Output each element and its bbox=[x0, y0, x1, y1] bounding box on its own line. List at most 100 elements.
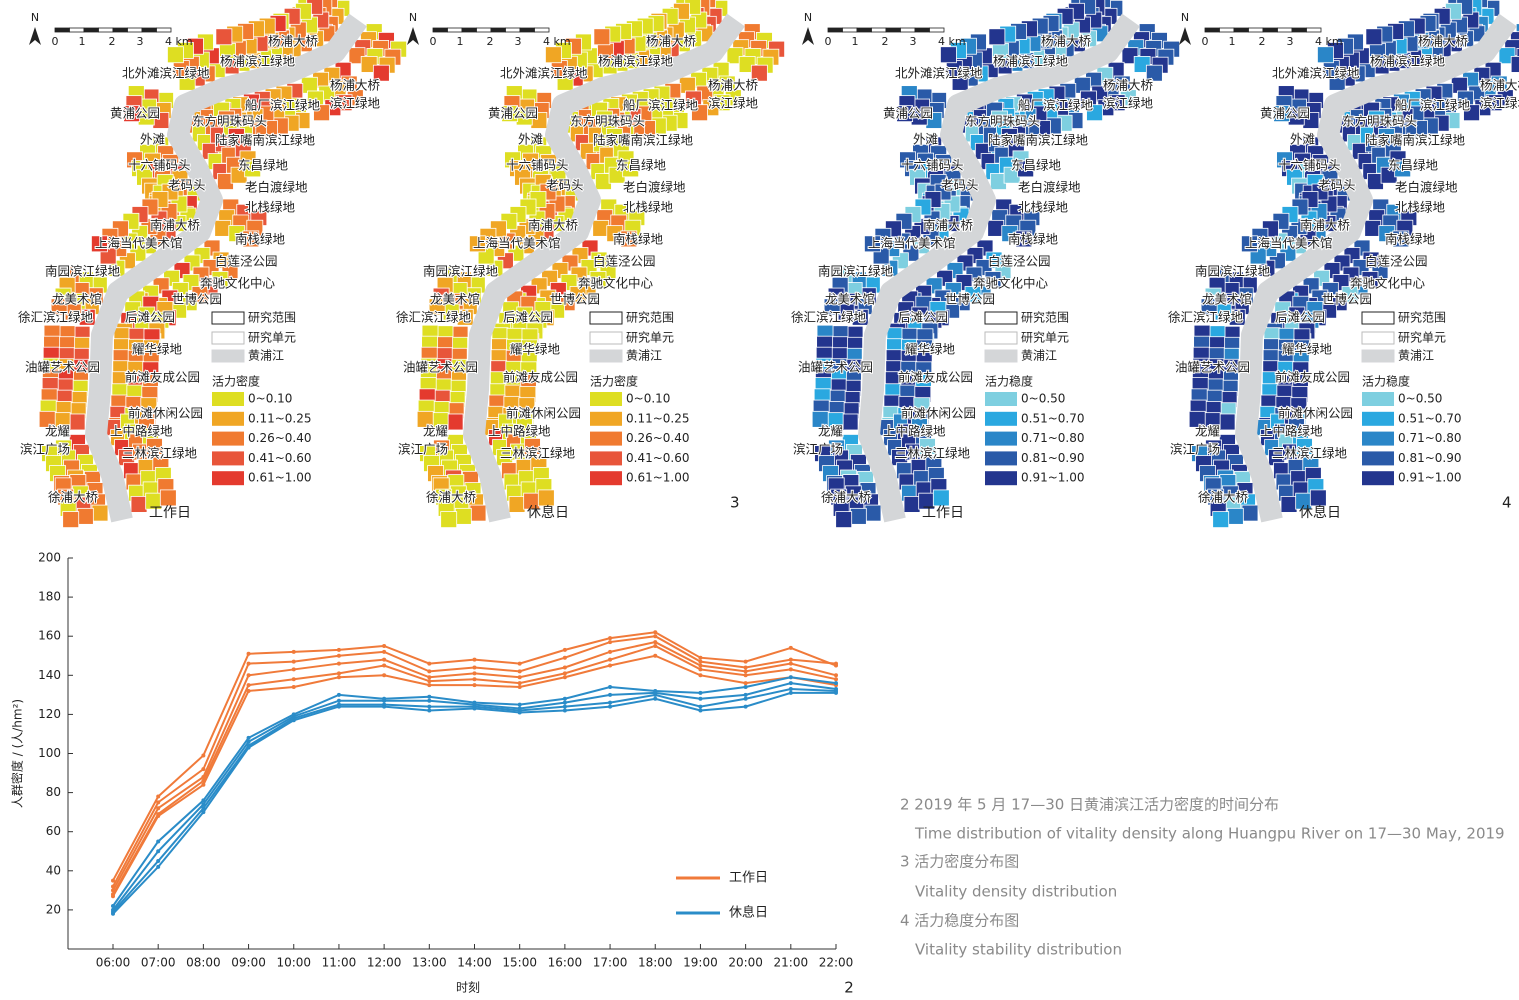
point bbox=[337, 699, 341, 703]
north-label: N bbox=[1181, 11, 1189, 24]
point bbox=[518, 662, 522, 666]
place-label: 老白渡绿地 bbox=[1018, 180, 1081, 195]
legend-swatch bbox=[590, 432, 622, 446]
place-label: 前滩友成公园 bbox=[125, 370, 200, 385]
point bbox=[744, 705, 748, 709]
north-arrow bbox=[1179, 27, 1191, 45]
scale-bar bbox=[433, 28, 448, 32]
place-label: 前滩友成公园 bbox=[1275, 370, 1350, 385]
scale-label: 2 bbox=[487, 35, 494, 48]
legend-swatch bbox=[985, 312, 1017, 324]
legend-swatch bbox=[1362, 312, 1394, 324]
legend-label: 研究范围 bbox=[248, 310, 296, 325]
point bbox=[608, 640, 612, 644]
place-label: 杨浦大桥 bbox=[330, 78, 381, 93]
place-label: 徐浦大桥 bbox=[426, 490, 477, 505]
map-cell bbox=[131, 496, 147, 512]
place-label: 徐汇滨江绿地 bbox=[1168, 310, 1244, 325]
place-label: 南栈绿地 bbox=[613, 232, 664, 247]
point bbox=[518, 675, 522, 679]
legend-swatch bbox=[590, 350, 622, 362]
place-label: 奔驰文化中心 bbox=[973, 276, 1049, 291]
place-label: 奔驰文化中心 bbox=[1350, 276, 1426, 291]
place-label: 十六铺码头 bbox=[901, 158, 964, 173]
point bbox=[653, 640, 657, 644]
place-label: 徐浦大桥 bbox=[1198, 490, 1249, 505]
place-label: 滨江绿地 bbox=[1480, 96, 1519, 111]
place-label: 老白渡绿地 bbox=[623, 180, 686, 195]
place-label: 前滩友成公园 bbox=[503, 370, 578, 385]
place-label: 上海当代美术馆 bbox=[1245, 236, 1333, 251]
x-tick-label: 12:00 bbox=[367, 956, 402, 970]
legend-label: 0.51~0.70 bbox=[1398, 411, 1462, 425]
place-label: 三林滨江绿地 bbox=[122, 446, 198, 461]
place-label: 前滩休闲公园 bbox=[506, 406, 581, 421]
place-label: 油罐艺术公园 bbox=[798, 360, 873, 375]
scale-bar bbox=[491, 28, 506, 32]
place-label: 油罐艺术公园 bbox=[403, 360, 478, 375]
scale-label: 3 bbox=[137, 35, 144, 48]
point bbox=[473, 707, 477, 711]
place-label: 船厂滨江绿地 bbox=[1395, 98, 1471, 113]
place-label: 东昌绿地 bbox=[1011, 158, 1062, 173]
point bbox=[518, 685, 522, 689]
point bbox=[427, 683, 431, 687]
place-label: 东昌绿地 bbox=[616, 158, 667, 173]
place-label: 杨浦滨江绿地 bbox=[598, 54, 674, 69]
scale-label: 0 bbox=[825, 35, 832, 48]
caption: 3 活力密度分布图 bbox=[900, 853, 1019, 871]
map-cell bbox=[593, 220, 609, 236]
scale-bar bbox=[1263, 28, 1278, 32]
point bbox=[337, 648, 341, 652]
place-label: 上中路绿地 bbox=[110, 424, 173, 439]
place-label: 奔驰文化中心 bbox=[578, 276, 654, 291]
place-label: 上中路绿地 bbox=[1260, 424, 1323, 439]
scale-bar bbox=[930, 28, 945, 32]
place-label: 滨江广场 bbox=[793, 442, 843, 457]
place-label: 黄浦公园 bbox=[883, 106, 933, 121]
place-label: 上海当代美术馆 bbox=[868, 236, 956, 251]
scale-bar bbox=[901, 28, 916, 32]
map-cell bbox=[92, 505, 108, 521]
map-cell bbox=[216, 29, 232, 45]
place-label: 白莲泾公园 bbox=[1365, 254, 1428, 269]
legend-swatch bbox=[590, 412, 622, 426]
scale-bar bbox=[872, 28, 887, 32]
place-label: 白莲泾公园 bbox=[215, 254, 278, 269]
scale-label: 4 km bbox=[543, 35, 571, 48]
point bbox=[744, 665, 748, 669]
place-label: 白莲泾公园 bbox=[988, 254, 1051, 269]
x-tick-label: 22:00 bbox=[819, 956, 854, 970]
place-label: 北外滩滨江绿地 bbox=[895, 66, 983, 81]
place-label: 三林滨江绿地 bbox=[500, 446, 576, 461]
point bbox=[337, 675, 341, 679]
place-label: 北外滩滨江绿地 bbox=[1272, 66, 1360, 81]
map-cell bbox=[1281, 496, 1297, 512]
caption: 4 活力稳度分布图 bbox=[900, 912, 1019, 930]
legend-label: 0.61~1.00 bbox=[626, 471, 690, 485]
caption: 2 2019 年 5 月 17—30 日黄浦滨江活力密度的时间分布 bbox=[900, 796, 1279, 814]
place-label: 后滩公园 bbox=[503, 310, 553, 325]
place-label: 世博公园 bbox=[172, 292, 222, 307]
point bbox=[789, 675, 793, 679]
legend-label: 研究单元 bbox=[626, 330, 674, 345]
place-label: 后滩公园 bbox=[898, 310, 948, 325]
place-label: 杨浦大桥 bbox=[1041, 34, 1092, 49]
map-cell bbox=[865, 505, 881, 521]
point bbox=[292, 685, 296, 689]
map-cell bbox=[933, 490, 949, 506]
place-label: 徐汇滨江绿地 bbox=[18, 310, 94, 325]
x-tick-label: 08:00 bbox=[186, 956, 221, 970]
legend-swatch bbox=[590, 392, 622, 406]
legend-swatch bbox=[1362, 392, 1394, 406]
point bbox=[653, 654, 657, 658]
map-cell bbox=[1366, 29, 1382, 45]
point bbox=[337, 671, 341, 675]
legend-swatch bbox=[985, 432, 1017, 446]
place-label: 外滩 bbox=[140, 132, 165, 147]
legend-title: 活力稳度 bbox=[1362, 374, 1410, 389]
map-cell bbox=[160, 490, 176, 506]
point bbox=[382, 673, 386, 677]
scale-label: 4 km bbox=[165, 35, 193, 48]
place-label: 陆家嘴南滨江绿地 bbox=[988, 133, 1089, 148]
